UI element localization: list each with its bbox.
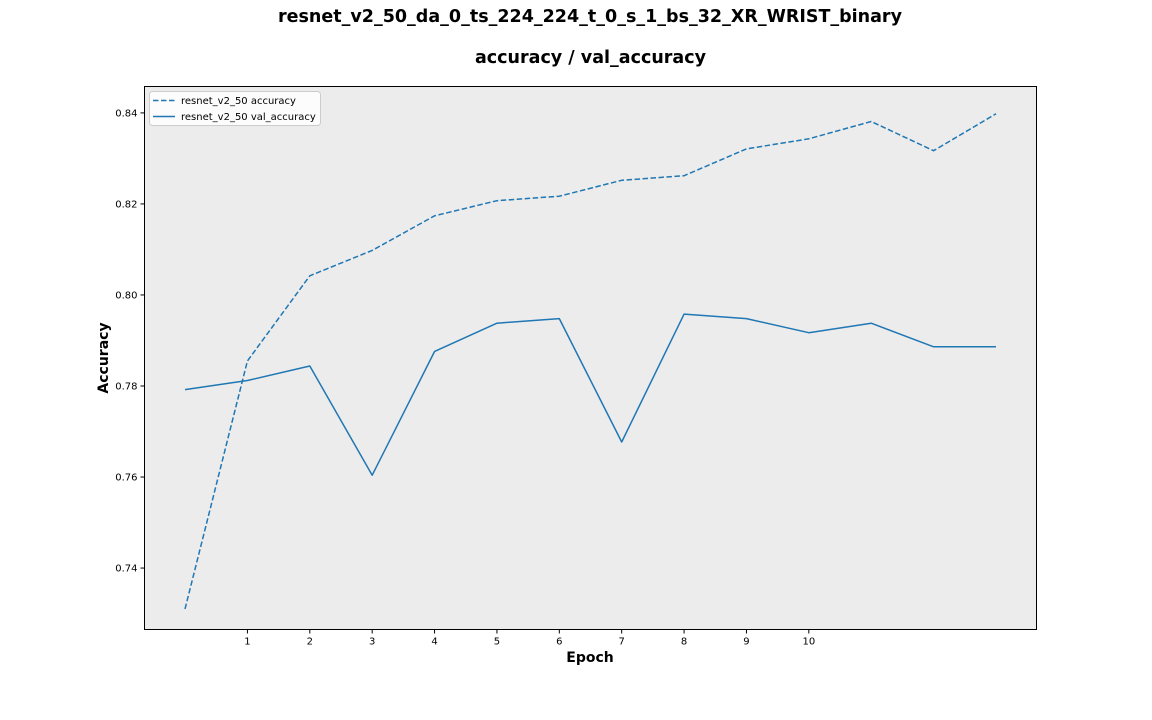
y-tick-label: 0.84 <box>115 108 137 119</box>
accuracy-line <box>184 113 997 610</box>
chart-title: resnet_v2_50_da_0_ts_224_224_t_0_s_1_bs_… <box>278 7 902 27</box>
x-tick-label: 10 <box>802 637 815 648</box>
y-axis-label: Accuracy <box>96 322 112 393</box>
legend: resnet_v2_50 accuracy resnet_v2_50 val_ac… <box>149 91 321 126</box>
legend-label: resnet_v2_50 val_accuracy <box>181 112 316 123</box>
x-tick-label: 3 <box>369 637 375 648</box>
x-tick-label: 1 <box>244 637 250 648</box>
x-tick-label: 8 <box>681 637 687 648</box>
x-tick-label: 2 <box>307 637 313 648</box>
legend-label: resnet_v2_50 accuracy <box>181 96 296 107</box>
x-axis-label: Epoch <box>566 650 613 666</box>
legend-box <box>149 91 321 126</box>
y-tick-label: 0.74 <box>115 564 137 575</box>
y-tick-label: 0.82 <box>115 199 137 210</box>
x-tick-label: 6 <box>556 637 562 648</box>
x-tick-label: 4 <box>431 637 437 648</box>
val-accuracy-line <box>184 313 996 476</box>
y-tick-label: 0.80 <box>115 290 137 301</box>
x-tick-label: 7 <box>619 637 625 648</box>
x-tick-label: 9 <box>743 637 749 648</box>
y-tick-label: 0.78 <box>115 381 137 392</box>
chart-subtitle: accuracy / val_accuracy <box>474 48 706 68</box>
y-tick-label: 0.76 <box>115 473 137 484</box>
x-tick-label: 5 <box>494 637 500 648</box>
plot-area <box>144 86 1037 630</box>
